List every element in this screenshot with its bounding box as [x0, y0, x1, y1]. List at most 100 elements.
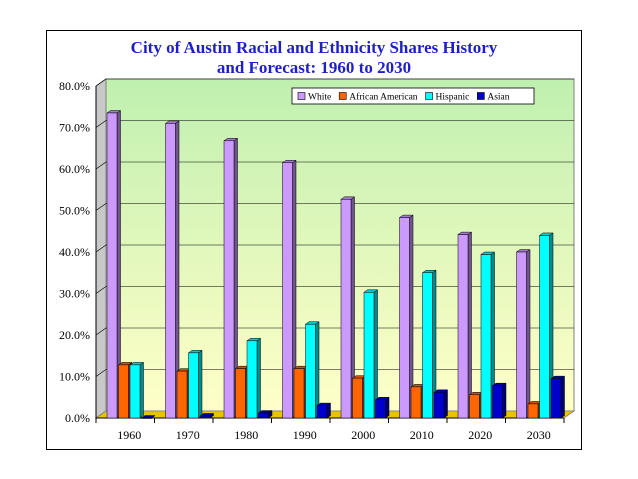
legend-label-hispanic: Hispanic [436, 93, 470, 103]
bar-side [560, 375, 565, 419]
y-tick-label: 70.0% [59, 121, 90, 135]
bar-front [399, 217, 410, 419]
bar-white-1980 [223, 137, 239, 419]
bar-asian-2000 [374, 396, 390, 419]
bar-front [550, 378, 562, 419]
bar-front [199, 415, 211, 419]
gridline-side [95, 327, 107, 336]
y-tick-label: 40.0% [59, 245, 90, 259]
bar-white-2020 [457, 231, 473, 419]
y-tick-label: 0.0% [65, 411, 90, 425]
bar-asian-1960 [140, 415, 156, 419]
bar-front [141, 417, 152, 419]
bar-front [282, 162, 293, 419]
bar-front [340, 199, 352, 419]
bar-side [139, 361, 144, 419]
gridline-side [95, 286, 107, 294]
bar-front [293, 368, 305, 419]
legend-swatch-hispanic [425, 92, 433, 100]
bar-hispanic-2000 [363, 289, 379, 419]
bar-asian-1990 [316, 402, 332, 419]
bar-front [516, 251, 527, 419]
bar-side [256, 337, 261, 419]
bar-front [363, 292, 375, 419]
legend-label-asian: Asian [487, 93, 509, 103]
bars [106, 110, 566, 419]
x-tick-label: 2010 [410, 428, 434, 442]
bar-front [246, 340, 258, 419]
bar-hispanic-1990 [304, 321, 320, 419]
chart-title: City of Austin Racial and Ethnicity Shar… [47, 38, 581, 78]
y-tick-labels: 0.0% 10.0% 20.0% 30.0% 40.0% 50.0% 60.0% 70.0% 8… [59, 79, 90, 425]
bar-front [539, 235, 550, 419]
y-tick-label: 30.0% [59, 287, 90, 301]
bar-asian-1970 [199, 412, 215, 419]
bar-asian-2020 [491, 382, 507, 419]
bar-front [480, 254, 492, 419]
y-tick-label: 50.0% [59, 204, 90, 218]
bar-front [469, 394, 480, 419]
bar-front [375, 399, 386, 419]
bar-front [422, 272, 433, 419]
bar-front [223, 140, 235, 419]
bar-hispanic-1960 [129, 361, 145, 419]
bar-side [502, 382, 507, 419]
bar-front [165, 123, 176, 419]
legend-swatch-african-american [338, 92, 347, 100]
x-tick-label: 1970 [176, 428, 200, 442]
y-tick-label: 10.0% [59, 370, 90, 384]
bar-front [433, 392, 445, 419]
legend: White African American Hispanic Asian [291, 87, 535, 105]
x-tick-label: 1960 [117, 428, 141, 442]
chart-title-line-2: and Forecast: 1960 to 2030 [216, 58, 412, 77]
bar-hispanic-1970 [187, 349, 203, 419]
bar-asian-2010 [433, 389, 449, 419]
x-tick-label: 2020 [468, 428, 492, 442]
x-tick-label: 1990 [293, 428, 317, 442]
legend-swatch-asian [477, 92, 485, 100]
bar-front [235, 368, 246, 419]
gridline-side [95, 369, 107, 377]
gridline-side [95, 78, 107, 87]
bar-front [118, 364, 129, 419]
bar-front [352, 377, 363, 419]
bar-front [129, 364, 141, 419]
legend-swatch-white [297, 92, 306, 100]
bar-white-1990 [281, 159, 297, 419]
bar-front [410, 386, 422, 419]
x-tick-labels: 1960 1970 1980 1990 2000 2010 2020 2030 [117, 428, 551, 442]
gridline-side [95, 161, 107, 170]
gridline-side [95, 203, 107, 211]
bar-white-1960 [106, 110, 122, 419]
y-tick-label: 20.0% [59, 328, 90, 342]
bar-side [385, 396, 390, 419]
bar-hispanic-1980 [246, 337, 262, 419]
bar-front [258, 412, 269, 419]
bar-side [467, 231, 472, 419]
bar-front [527, 403, 539, 419]
bar-hispanic-2010 [421, 269, 437, 419]
bar-side [443, 389, 448, 419]
bar-side [526, 249, 531, 419]
bar-side [198, 349, 203, 419]
legend-label-white: White [308, 93, 331, 103]
bar-front [176, 370, 188, 419]
bar-asian-2030 [550, 375, 566, 419]
y-tick-label: 80.0% [59, 79, 90, 93]
x-tick-label: 2030 [527, 428, 551, 442]
bar-side [315, 321, 320, 419]
gridline-side [95, 120, 107, 128]
bar-front [305, 323, 316, 419]
bar-front [492, 385, 503, 419]
bar-front [106, 112, 118, 419]
gridline-side [95, 244, 107, 253]
bar-asian-1980 [257, 410, 273, 419]
bar-front [316, 405, 328, 419]
chart-title-line-1: City of Austin Racial and Ethnicity Shar… [130, 38, 498, 57]
legend-label-african-american: African American [349, 92, 418, 103]
x-tick-label: 2000 [351, 428, 375, 442]
y-tick-label: 60.0% [59, 162, 90, 176]
x-tick-label: 1980 [234, 428, 258, 442]
bar-white-2030 [515, 249, 531, 419]
